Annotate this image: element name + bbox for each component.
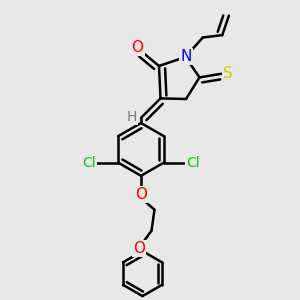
- Text: N: N: [181, 49, 192, 64]
- Text: O: O: [133, 241, 145, 256]
- Text: Cl: Cl: [186, 156, 200, 170]
- Text: Cl: Cl: [82, 156, 96, 170]
- Text: O: O: [131, 40, 143, 55]
- Text: H: H: [127, 110, 137, 124]
- Text: O: O: [135, 187, 147, 202]
- Text: S: S: [223, 66, 232, 81]
